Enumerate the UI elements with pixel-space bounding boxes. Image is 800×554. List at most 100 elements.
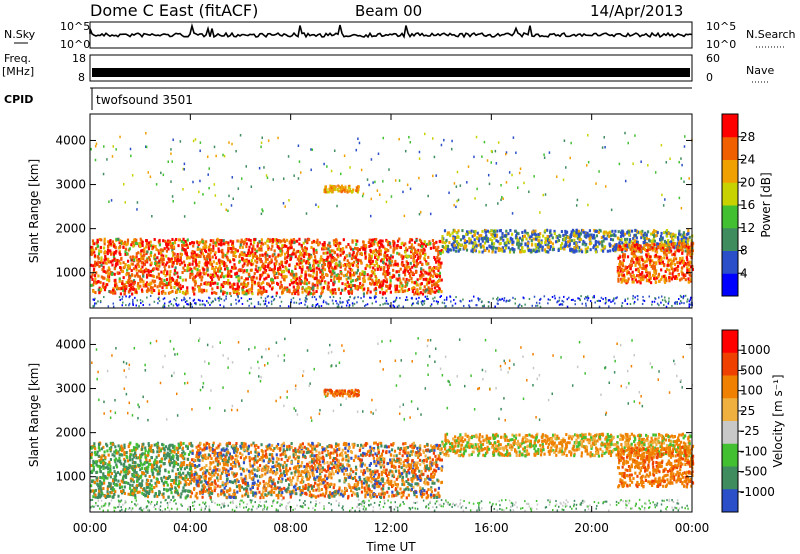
scatter-cell (635, 243, 638, 247)
scatter-cell (664, 299, 666, 302)
scatter-cell (570, 239, 573, 243)
scatter-cell (111, 272, 114, 276)
scatter-cell (325, 273, 328, 277)
scatter-cell (385, 289, 388, 293)
scatter-cell (169, 242, 173, 246)
scatter-cell (157, 302, 159, 305)
scatter-cell (92, 305, 94, 308)
scatter-cell (380, 287, 384, 291)
scatter-cell (403, 273, 407, 277)
scatter-cell (292, 285, 295, 289)
scatter-cell (396, 243, 399, 247)
scatter-cell (352, 470, 355, 474)
scatter-cell (184, 300, 187, 303)
scatter-cell (128, 276, 132, 280)
scatter-cell (624, 265, 627, 269)
scatter-cell (371, 302, 374, 305)
scatter-cell (141, 290, 144, 294)
scatter-cell (373, 288, 376, 292)
scatter-cell (633, 245, 636, 249)
scatter-cell (186, 263, 190, 267)
scatter-cell (569, 156, 571, 160)
scatter-cell (165, 249, 169, 253)
scatter-cell (322, 251, 325, 255)
scatter-cell (334, 291, 337, 295)
scatter-cell (538, 249, 541, 253)
scatter-cell (401, 283, 404, 287)
scatter-cell (610, 300, 612, 303)
freq-strip: Freq. [MHz] 18 8 60 0 Nave (2, 52, 774, 84)
scatter-cell (168, 301, 170, 304)
scatter-cell (206, 300, 208, 303)
scatter-cell (579, 298, 581, 301)
scatter-cell (300, 280, 303, 284)
scatter-cell (250, 284, 254, 288)
scatter-cell (310, 291, 313, 295)
scatter-cell (305, 260, 308, 264)
scatter-cell (327, 281, 330, 285)
scatter-cell (265, 174, 268, 177)
scatter-cell (418, 150, 421, 154)
scatter-cell (576, 198, 579, 202)
scatter-cell (362, 247, 365, 251)
scatter-cell (369, 281, 372, 285)
scatter-cell (316, 238, 319, 242)
scatter-cell (446, 232, 449, 236)
scatter-cell (199, 179, 201, 183)
scatter-cell (158, 243, 162, 247)
scatter-cell (353, 297, 355, 300)
scatter-cell (618, 241, 621, 245)
scatter-cell (671, 272, 674, 276)
scatter-cell (191, 305, 193, 308)
scatter-cell (535, 233, 538, 237)
scatter-cell (546, 228, 549, 232)
scatter-cell (300, 259, 303, 263)
scatter-cell (438, 261, 441, 265)
scatter-cell (561, 242, 564, 246)
scatter-cell (422, 242, 426, 246)
scatter-cell (321, 246, 324, 250)
scatter-cell (263, 277, 266, 281)
scatter-cell (132, 287, 135, 291)
scatter-cell (547, 241, 551, 245)
scatter-cell (106, 269, 109, 273)
scatter-cell (500, 247, 503, 251)
scatter-cell (535, 237, 538, 241)
scatter-cell (469, 238, 472, 242)
scatter-cell (128, 284, 131, 288)
scatter-cell (298, 250, 302, 254)
scatter-cell (437, 266, 441, 270)
scatter-cell (268, 255, 271, 259)
scatter-cell (273, 262, 276, 266)
scatter-cell (189, 297, 191, 300)
scatter-cell (247, 238, 251, 242)
scatter-cell (363, 279, 366, 283)
colorbar-tick-label: 28 (740, 130, 755, 144)
scatter-cell (487, 249, 491, 253)
scatter-cell (293, 301, 295, 304)
scatter-cell (147, 268, 150, 272)
scatter-cell (320, 292, 323, 296)
scatter-cell (125, 280, 128, 284)
scatter-cell (623, 253, 626, 257)
scatter-cell (383, 291, 386, 295)
scatter-cell (224, 262, 227, 266)
scatter-cell (125, 304, 127, 307)
scatter-cell (196, 271, 199, 275)
scatter-cell (199, 240, 202, 244)
scatter-cell (393, 247, 396, 251)
scatter-cell (119, 472, 122, 476)
scatter-cell (124, 247, 128, 251)
scatter-cell (203, 303, 205, 306)
scatter-cell (249, 238, 252, 242)
scatter-cell (548, 238, 551, 242)
scatter-cell (101, 284, 104, 288)
scatter-cell (237, 287, 240, 291)
scatter-cell (657, 275, 660, 279)
scatter-cell (588, 237, 591, 241)
scatter-cell (182, 167, 185, 171)
scatter-cell (150, 290, 153, 294)
scatter-cell (222, 285, 225, 289)
scatter-cell (362, 278, 365, 282)
scatter-cell (559, 244, 563, 248)
